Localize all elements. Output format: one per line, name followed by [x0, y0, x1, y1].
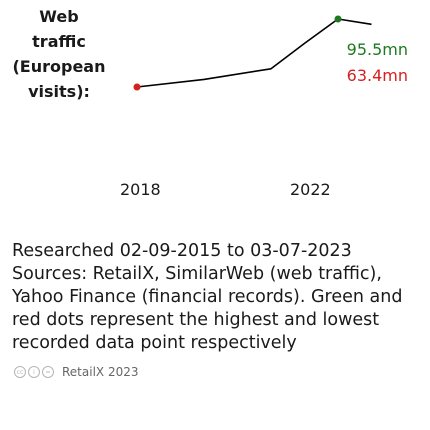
high-value-label: 95.5mn: [346, 40, 408, 59]
low-value-label: 63.4mn: [346, 66, 408, 85]
metric-label: Web traffic (European visits):: [0, 4, 118, 104]
by-icon: i: [28, 366, 40, 378]
credit-text: RetailX 2023: [62, 365, 139, 379]
metric-label-line: (European: [12, 57, 106, 76]
high-point-dot: [334, 15, 342, 23]
description: Researched 02-09-2015 to 03-07-2023 Sour…: [12, 240, 422, 355]
cc-icon: cc: [14, 366, 26, 378]
description-line: Researched 02-09-2015 to 03-07-2023: [12, 241, 352, 261]
description-line: recorded data point respectively: [12, 333, 297, 353]
low-point-dot: [133, 83, 141, 91]
description-line: red dots represent the highest and lowes…: [12, 310, 380, 330]
metric-label-line: traffic: [32, 32, 86, 51]
traffic-line: [136, 18, 372, 88]
metric-label-line: Web: [39, 7, 79, 26]
nd-icon: =: [42, 366, 54, 378]
sparkline-chart: [133, 15, 372, 91]
description-line: Yahoo Finance (financial records). Green…: [12, 287, 403, 307]
x-tick-label: 2022: [290, 180, 331, 199]
description-line: Sources: RetailX, SimilarWeb (web traffi…: [12, 264, 382, 284]
x-tick-label: 2018: [120, 180, 161, 199]
credit: cc i = RetailX 2023: [14, 365, 138, 379]
metric-label-line: visits):: [28, 82, 90, 101]
